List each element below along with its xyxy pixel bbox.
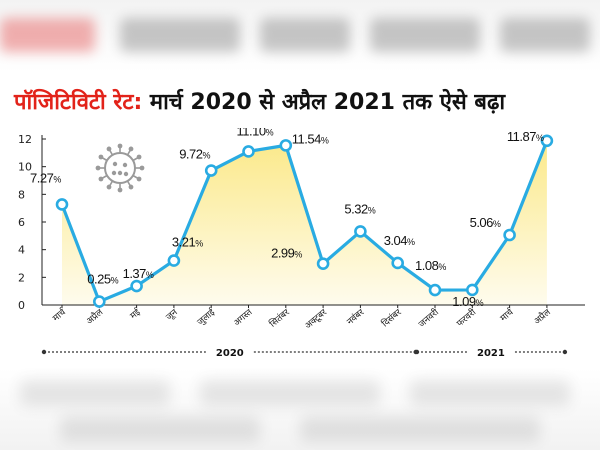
- y-tick-label: 12: [18, 133, 32, 146]
- x-tick-label: जून: [164, 307, 180, 323]
- data-point: [279, 139, 293, 152]
- x-tick-label: दिसंबर: [379, 306, 404, 330]
- data-point: [130, 279, 143, 293]
- data-label: 5.32%: [344, 201, 375, 216]
- year-bracket-dot: [562, 349, 568, 355]
- year-bracket-dot: [41, 349, 47, 355]
- virus-spot: [123, 171, 129, 177]
- y-tick-label: 0: [18, 299, 25, 312]
- year-label: 2020: [216, 348, 244, 359]
- virus-spike-tip: [98, 176, 104, 182]
- data-point: [242, 145, 255, 158]
- x-tick-label: मई: [127, 305, 143, 321]
- blurred-header-strip: [0, 0, 600, 72]
- data-label: 11.54%: [292, 131, 329, 146]
- virus-spike-tip: [128, 184, 134, 190]
- virus-spike-tip: [117, 187, 123, 193]
- virus-spike-tip: [128, 146, 134, 152]
- y-tick-label: 4: [18, 244, 25, 257]
- x-tick-label: जुलाई: [194, 305, 217, 327]
- data-label: 1.09%: [452, 294, 483, 309]
- virus-spike-tip: [98, 154, 104, 160]
- data-point: [204, 164, 218, 177]
- data-label: 1.08%: [415, 258, 446, 273]
- data-point: [428, 283, 442, 297]
- data-point: [540, 134, 554, 148]
- data-point: [391, 256, 405, 270]
- virus-spike-tip: [95, 165, 101, 171]
- data-label: 3.21%: [172, 235, 203, 250]
- positivity-rate-chart: 0 2 4 6 8 10 12 मार्च अप्रैल मई जून जुलाई अगस्त सितंब…: [18, 128, 585, 359]
- year-bracket-dot: [414, 349, 420, 355]
- data-point: [354, 225, 367, 238]
- x-tick-label: अप्रैल: [84, 306, 106, 327]
- virus-spot: [112, 161, 118, 167]
- data-label: 11.87%: [507, 129, 544, 144]
- year-label: 2021: [477, 348, 505, 359]
- x-tick-label: जनवरी: [416, 306, 442, 330]
- data-label: 3.04%: [384, 233, 415, 248]
- data-point: [503, 228, 516, 242]
- data-point: [316, 257, 330, 270]
- blurred-footer-strip: [0, 368, 600, 450]
- x-tick-label: फरवरी: [454, 306, 479, 330]
- x-tick-label: मार्च: [50, 305, 69, 323]
- y-tick-label: 6: [18, 216, 25, 229]
- chart-title-rest: मार्च 2020 से अप्रैल 2021 तक ऐसे बढ़ा: [142, 90, 506, 115]
- virus-spike-tip: [136, 176, 142, 182]
- data-label: 2.99%: [271, 246, 302, 261]
- y-tick-label: 10: [18, 161, 32, 174]
- data-label: 0.25%: [87, 272, 118, 287]
- virus-spot: [111, 170, 117, 176]
- data-label: 9.72%: [179, 147, 210, 162]
- data-point: [93, 295, 106, 308]
- chart-title: पॉजिटिविटी रेट: मार्च 2020 से अप्रैल 202…: [14, 86, 594, 116]
- virus-spike-tip: [106, 184, 112, 190]
- y-tick-label: 2: [18, 271, 25, 284]
- x-tick-label: सितंबर: [267, 306, 292, 330]
- virus-spike-tip: [106, 146, 112, 152]
- data-point: [465, 283, 479, 297]
- virus-body: [104, 152, 136, 184]
- x-tick-label: मार्च: [498, 305, 517, 323]
- virus-spike-tip: [136, 154, 142, 160]
- virus-spike-tip: [139, 165, 145, 171]
- data-point: [55, 198, 69, 211]
- data-label: 5.06%: [470, 215, 501, 230]
- y-tick-label: 8: [18, 188, 25, 201]
- x-tick-label: अगस्त: [232, 307, 255, 328]
- virus-spot: [117, 170, 123, 176]
- x-tick-label: नवंबर: [345, 307, 367, 328]
- data-label: 1.37%: [123, 266, 154, 281]
- virus-spot: [122, 162, 128, 168]
- x-tick-label: अप्रैल: [531, 306, 553, 327]
- area-fill: [62, 140, 547, 305]
- data-point: [167, 254, 181, 267]
- data-label: 7.27%: [30, 170, 61, 185]
- data-label: 11.10%: [237, 128, 274, 138]
- virus-spike-tip: [117, 143, 123, 149]
- virus-icon: [95, 143, 145, 193]
- x-tick-label: अक्टूबर: [303, 307, 329, 331]
- chart-title-highlight: पॉजिटिविटी रेट:: [14, 90, 143, 115]
